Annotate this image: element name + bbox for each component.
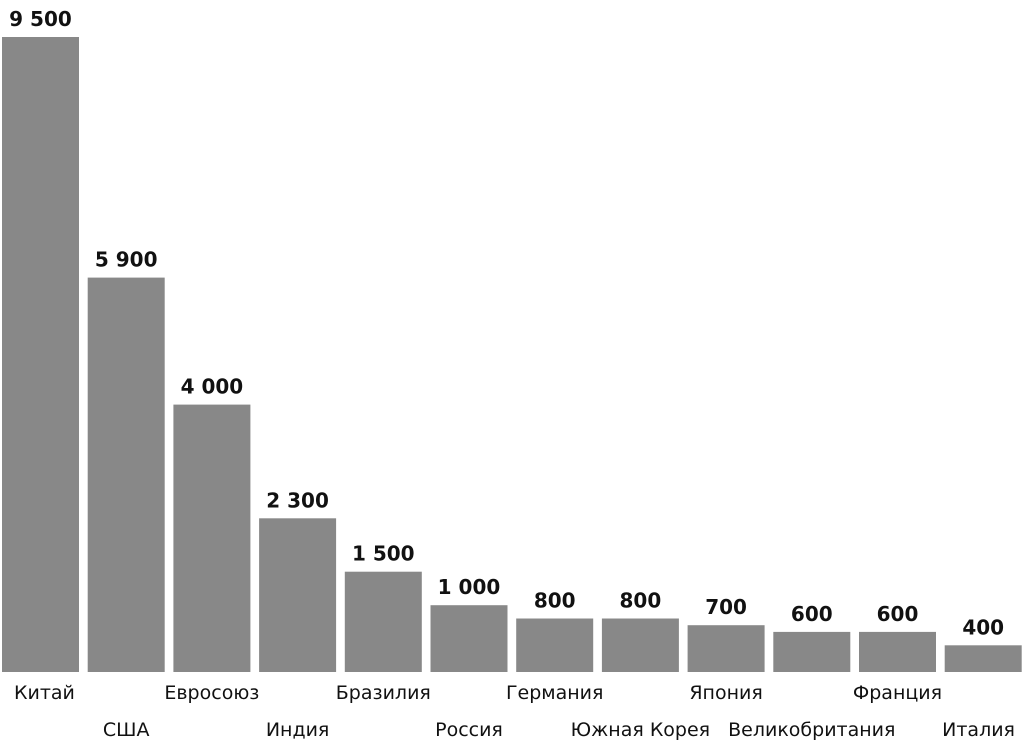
bar-10	[773, 631, 851, 672]
bars-layer	[2, 37, 1022, 672]
category-label-6: Россия	[435, 719, 503, 741]
category-label-8: Южная Корея	[571, 719, 710, 741]
value-label-12: 400	[962, 615, 1004, 639]
value-label-3: 4 000	[181, 375, 244, 399]
value-label-6: 1 000	[438, 575, 501, 599]
category-label-3: Евросоюз	[164, 682, 259, 704]
value-label-8: 800	[620, 589, 662, 613]
category-label-4: Индия	[266, 719, 330, 741]
bar-2	[87, 277, 165, 672]
bar-5	[344, 571, 422, 672]
value-label-9: 700	[705, 595, 747, 619]
value-label-10: 600	[791, 602, 833, 626]
bar-9	[687, 625, 765, 672]
value-label-5: 1 500	[352, 542, 415, 566]
value-labels-layer: 9 500 5 900 4 000 2 300 1 500 1 000 800 800 700 6…	[9, 7, 1004, 639]
category-label-12: Италия	[942, 719, 1015, 741]
category-label-1: Китай	[14, 682, 75, 704]
category-label-11: Франция	[853, 682, 942, 704]
category-label-10: Великобритания	[728, 719, 895, 741]
value-label-4: 2 300	[266, 488, 329, 512]
bar-3	[173, 404, 251, 672]
bar-11	[859, 631, 936, 672]
value-label-1: 9 500	[9, 7, 72, 31]
category-label-7: Германия	[506, 682, 604, 704]
category-label-9: Япония	[689, 682, 762, 704]
bar-8	[601, 618, 679, 672]
category-labels-layer: Китай США Евросоюз Индия БразилияРоссияГерма…	[14, 682, 1015, 741]
value-label-7: 800	[534, 589, 576, 613]
value-label-2: 5 900	[95, 248, 158, 272]
value-label-11: 600	[877, 602, 919, 626]
bar-4	[259, 518, 337, 672]
category-label-5: Бразилия	[336, 682, 431, 704]
category-label-2: США	[103, 719, 150, 741]
bar-1	[2, 37, 79, 672]
bar-7	[516, 618, 594, 672]
bar-12	[944, 645, 1022, 672]
bar-6	[430, 605, 508, 672]
